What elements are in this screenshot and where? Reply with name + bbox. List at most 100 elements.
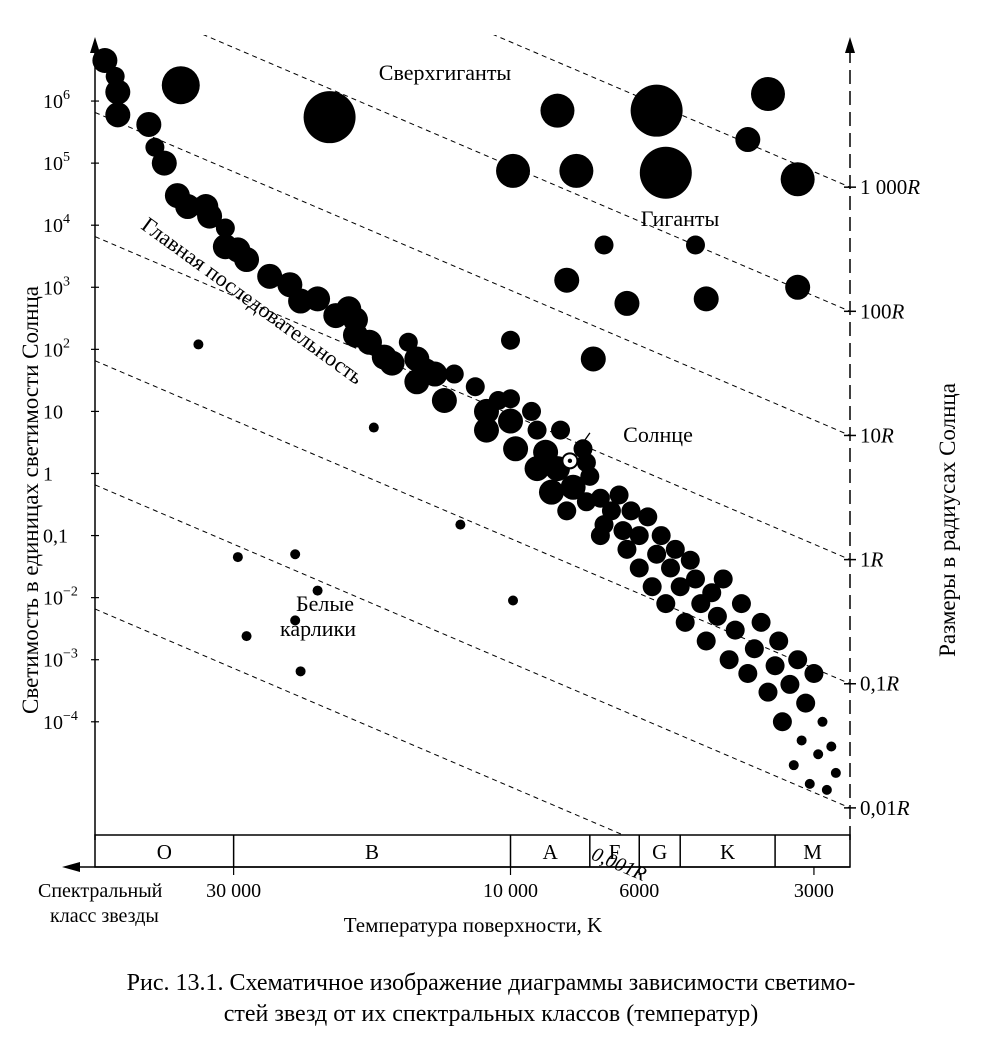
radius-line	[493, 35, 850, 188]
x-axis-arrow	[62, 862, 80, 872]
y-tick-exponent: 6	[63, 88, 70, 103]
x-axis-label: Температура поверхности, K	[344, 913, 602, 937]
radius-line	[95, 236, 850, 561]
y-tick-label: 10−2	[43, 585, 78, 610]
y-tick-exponent: 5	[63, 150, 70, 165]
label-white-dwarfs-line2: карлики	[280, 616, 356, 641]
star-point	[685, 569, 705, 589]
star-point	[685, 235, 705, 255]
star-point	[758, 682, 778, 702]
star-point	[379, 350, 405, 376]
y-tick-label: 10	[43, 401, 63, 423]
star-point	[725, 620, 745, 640]
star-point	[151, 150, 177, 176]
star-point	[661, 558, 681, 578]
star-point	[241, 631, 252, 642]
x-tick-label: 6000	[619, 880, 659, 902]
spectral-class-bar	[94, 834, 851, 868]
label-main-sequence: Главная последовательность	[137, 212, 368, 389]
radius-line	[202, 35, 850, 312]
star-point	[303, 91, 356, 144]
star-point	[234, 247, 260, 273]
star-point	[601, 501, 621, 521]
star-point	[594, 235, 614, 255]
star-point	[92, 48, 118, 74]
radius-label: 1R	[860, 548, 884, 572]
star-point	[614, 290, 640, 316]
radius-label-r: R	[891, 299, 905, 323]
star-point	[503, 436, 529, 462]
star-point	[731, 594, 751, 614]
radius-line	[95, 111, 850, 436]
radius-label: 100R	[860, 299, 905, 323]
y-tick-label: 102	[43, 336, 70, 361]
star-point	[639, 146, 692, 199]
y-tick-label: 1	[43, 463, 53, 485]
figure-caption-line-2: стей звезд от их спектральных классов (т…	[223, 1001, 759, 1027]
y-tick-exponent: 2	[63, 336, 70, 351]
star-point	[465, 377, 485, 397]
star-point	[647, 544, 667, 564]
spectral-class-label: A	[543, 840, 559, 864]
y-axis-arrow	[90, 37, 100, 53]
star-point	[431, 387, 457, 413]
star-point	[554, 267, 580, 293]
hr-diagram-chart: 1 000R100R10R1R0,1R0,01R0,001R1061051041…	[18, 35, 960, 937]
radius-label-r: R	[885, 672, 899, 696]
radius-lines-group	[95, 35, 850, 835]
star-point	[765, 656, 785, 676]
star-point	[670, 577, 690, 597]
radius-label-r: R	[870, 548, 884, 572]
radius-line	[95, 484, 850, 809]
star-point	[696, 631, 716, 651]
star-point	[769, 631, 789, 651]
y-tick-label: 103	[43, 274, 70, 299]
star-point	[642, 577, 662, 597]
star-point	[738, 663, 758, 683]
radius-label-r: R	[906, 175, 920, 199]
star-point	[540, 93, 575, 128]
star-point	[527, 420, 547, 440]
right-axis-arrow	[845, 37, 855, 53]
star-point	[193, 339, 204, 350]
spectral-class-label: F	[609, 840, 621, 864]
radius-label: 10R	[860, 423, 894, 447]
radius-label-r: R	[880, 423, 894, 447]
star-point	[580, 466, 600, 486]
star-point	[522, 401, 542, 421]
y-tick-label: 10−3	[43, 647, 78, 672]
star-point	[830, 767, 841, 778]
star-point	[713, 569, 733, 589]
star-point	[804, 778, 815, 789]
label-giants: Гиганты	[641, 206, 720, 231]
star-point	[444, 364, 464, 384]
spectral-class-label: G	[652, 840, 667, 864]
star-point	[785, 274, 811, 300]
star-point	[501, 330, 521, 350]
star-point	[665, 539, 685, 559]
sun-pointer	[575, 432, 591, 454]
spectral-axis-label-line2: класс звезды	[50, 905, 159, 927]
sun-marker-center	[567, 458, 573, 464]
x-tick-label: 3000	[794, 880, 834, 902]
y-tick-exponent: 3	[63, 274, 70, 289]
star-point	[105, 79, 131, 105]
star-point	[136, 111, 162, 137]
star-point	[719, 650, 739, 670]
star-point	[473, 417, 499, 443]
star-point	[651, 526, 671, 546]
star-point	[680, 550, 700, 570]
right-axis-label: Размеры в радиусах Солнца	[935, 383, 960, 657]
star-point	[788, 650, 808, 670]
star-point	[295, 666, 306, 677]
y-tick-label: 10−4	[43, 709, 78, 734]
y-tick-exponent: −3	[63, 647, 78, 662]
radius-label-r: R	[896, 796, 910, 820]
star-point	[398, 332, 418, 352]
spectral-class-label: K	[720, 840, 735, 864]
star-point	[609, 485, 629, 505]
star-point	[675, 612, 695, 632]
star-point	[559, 153, 594, 188]
spectral-class-label: M	[803, 840, 822, 864]
star-point	[638, 507, 658, 527]
